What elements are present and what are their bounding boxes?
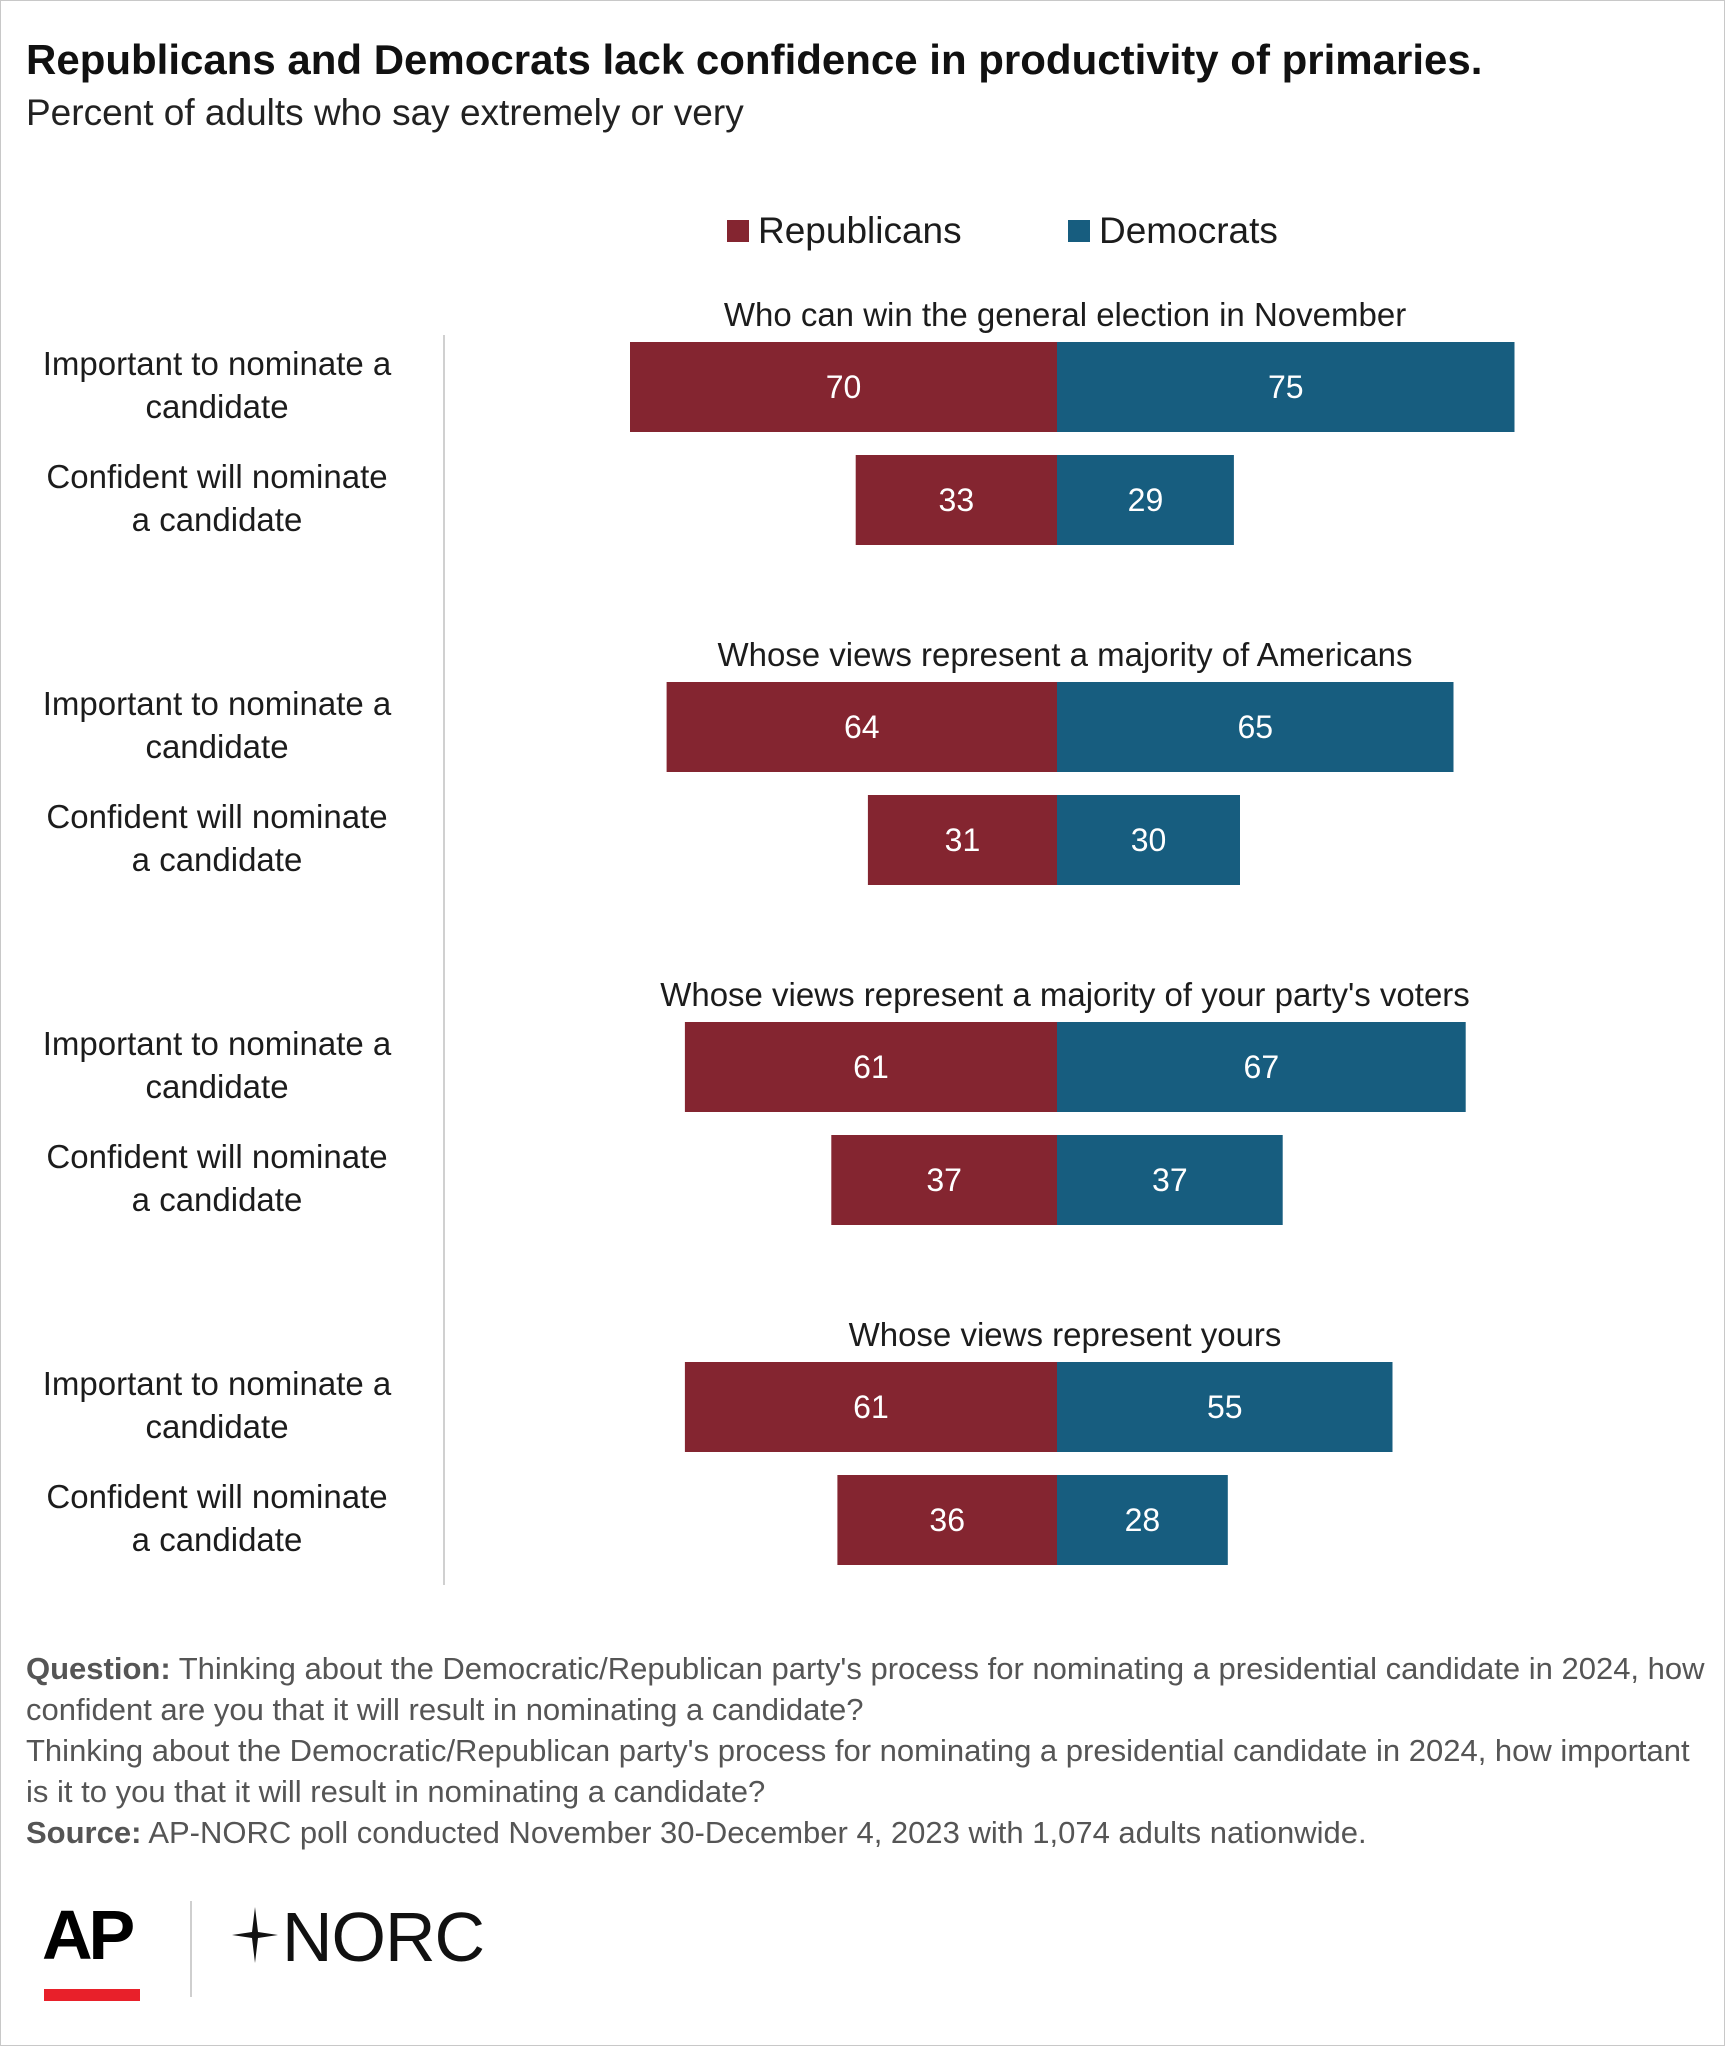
group-3-important-democrats-bar: [1057, 1022, 1466, 1112]
source-text: AP-NORC poll conducted November 30-Decem…: [148, 1815, 1367, 1850]
group-1-important-democrats-bar: [1057, 342, 1515, 432]
logo-divider: [190, 1901, 192, 1997]
group-4-important-label-line2: candidate: [145, 1408, 288, 1445]
group-2-confident-republicans-value: 31: [945, 822, 981, 858]
group-1-confident-label-line1: Confident will nominate: [46, 458, 387, 495]
chart-notes: Question: Thinking about the Democratic/…: [26, 1648, 1706, 1853]
norc-star-icon: [232, 1907, 278, 1963]
group-4-confident-republicans-value: 36: [929, 1502, 965, 1538]
group-3-confident-label-line2: a candidate: [132, 1181, 303, 1218]
legend-item-democrats: Democrats: [1068, 210, 1278, 252]
group-4-confident-republicans-bar: [837, 1475, 1057, 1565]
group-title-3: Whose views represent a majority of your…: [660, 976, 1470, 1013]
legend: Republicans Democrats: [0, 210, 1727, 260]
group-4-confident-democrats-value: 28: [1125, 1502, 1161, 1538]
group-2-confident-democrats-value: 30: [1131, 822, 1167, 858]
group-3-important-label-line1: Important to nominate a: [43, 1025, 392, 1062]
group-4-important-label-line1: Important to nominate a: [43, 1365, 392, 1402]
question-text-2: Thinking about the Democratic/Republican…: [26, 1733, 1690, 1809]
legend-swatch-democrats: [1068, 220, 1090, 242]
group-4-important-republicans-bar: [684, 1362, 1057, 1452]
group-2-confident-democrats-bar: [1057, 795, 1240, 885]
ap-logo: AP: [42, 1896, 135, 1974]
group-4-confident-label-line1: Confident will nominate: [46, 1478, 387, 1515]
group-4-important-democrats-bar: [1057, 1362, 1393, 1452]
group-2-important-republicans-bar: [666, 682, 1057, 772]
group-2-confident-label-line2: a candidate: [132, 841, 303, 878]
group-4-confident-label-line2: a candidate: [132, 1521, 303, 1558]
group-3-confident-republicans-bar: [831, 1135, 1057, 1225]
group-3-confident-label-line1: Confident will nominate: [46, 1138, 387, 1175]
group-2-important-democrats-value: 65: [1237, 709, 1273, 745]
legend-item-republicans: Republicans: [727, 210, 962, 252]
group-3-confident-democrats-value: 37: [1152, 1162, 1188, 1198]
group-3-important-label-line2: candidate: [145, 1068, 288, 1105]
source-note: Source: AP-NORC poll conducted November …: [26, 1812, 1706, 1853]
question-label: Question:: [26, 1651, 171, 1686]
group-2-important-democrats-bar: [1057, 682, 1454, 772]
question-note: Question: Thinking about the Democratic/…: [26, 1648, 1706, 1730]
group-1-confident-democrats-value: 29: [1128, 482, 1164, 518]
group-title-2: Whose views represent a majority of Amer…: [717, 636, 1412, 673]
logos: AP NORC: [42, 1895, 562, 2005]
group-2-important-republicans-value: 64: [844, 709, 880, 745]
group-1-confident-republicans-bar: [855, 455, 1057, 545]
group-3-important-republicans-value: 61: [853, 1049, 889, 1085]
group-4-important-republicans-value: 61: [853, 1389, 889, 1425]
group-2-confident-republicans-bar: [867, 795, 1057, 885]
group-3-confident-democrats-bar: [1057, 1135, 1283, 1225]
group-2-important-label-line1: Important to nominate a: [43, 685, 392, 722]
group-1-confident-label-line2: a candidate: [132, 501, 303, 538]
chart-title: Republicans and Democrats lack confidenc…: [26, 36, 1483, 83]
group-1-confident-democrats-bar: [1057, 455, 1234, 545]
group-1-important-republicans-bar: [630, 342, 1057, 432]
group-title-1: Who can win the general election in Nove…: [724, 296, 1406, 333]
chart-subtitle: Percent of adults who say extremely or v…: [26, 92, 744, 133]
group-2-confident-label-line1: Confident will nominate: [46, 798, 387, 835]
legend-label-democrats: Democrats: [1099, 210, 1278, 251]
group-4-confident-democrats-bar: [1057, 1475, 1228, 1565]
group-3-confident-republicans-value: 37: [926, 1162, 962, 1198]
legend-swatch-republicans: [727, 220, 749, 242]
norc-logo: NORC: [282, 1898, 485, 1976]
group-3-important-republicans-bar: [684, 1022, 1057, 1112]
group-2-important-label-line2: candidate: [145, 728, 288, 765]
source-label: Source:: [26, 1815, 142, 1850]
question-text-1: Thinking about the Democratic/Republican…: [26, 1651, 1705, 1727]
group-1-confident-republicans-value: 33: [939, 482, 975, 518]
group-1-important-label-line1: Important to nominate a: [43, 345, 392, 382]
group-4-important-democrats-value: 55: [1207, 1389, 1243, 1425]
group-1-important-democrats-value: 75: [1268, 369, 1304, 405]
group-1-important-label-line2: candidate: [145, 388, 288, 425]
legend-label-republicans: Republicans: [758, 210, 962, 251]
group-1-important-republicans-value: 70: [826, 369, 862, 405]
ap-logo-underline: [44, 1989, 140, 2001]
group-title-4: Whose views represent yours: [849, 1316, 1282, 1353]
group-3-important-democrats-value: 67: [1244, 1049, 1280, 1085]
diverging-bar-chart: Who can win the general election in Nove…: [43, 296, 1515, 1585]
